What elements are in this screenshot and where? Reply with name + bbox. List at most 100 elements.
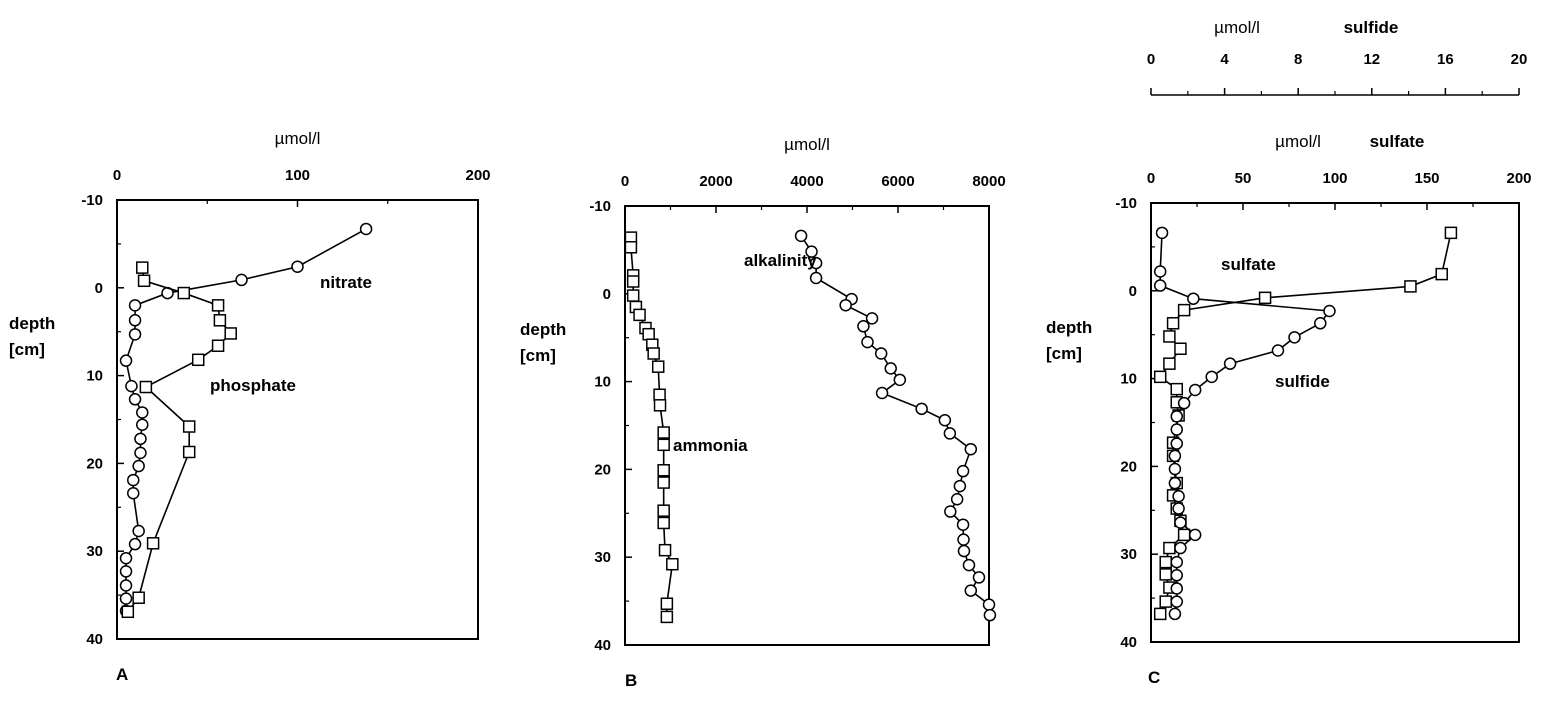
data-point-circle <box>134 446 147 460</box>
panel-label: C <box>1148 668 1160 687</box>
data-point-circle <box>1205 370 1218 384</box>
data-point-circle <box>136 406 149 419</box>
data-point-circle <box>235 273 248 287</box>
secondary-tick-label: 16 <box>1437 51 1454 68</box>
x-tick-label: 8000 <box>972 173 1005 190</box>
data-point-circle <box>1170 595 1184 608</box>
y-axis-label-line: depth <box>520 320 566 339</box>
secondary-tick-label: 12 <box>1363 51 1380 68</box>
data-point-square <box>1166 317 1180 330</box>
data-point-square <box>657 438 670 452</box>
secondary-axis-name: sulfide <box>1344 18 1399 37</box>
data-point-circle <box>794 229 808 243</box>
data-point-circle <box>126 473 140 487</box>
series-label: alkalinity <box>744 251 817 270</box>
data-point-square <box>136 261 149 274</box>
data-point-circle <box>1174 541 1187 555</box>
secondary-x-axis: 0 4 8 12 16 20 µmol/l sulfide <box>1147 18 1527 96</box>
data-point-square <box>1177 303 1191 317</box>
data-point-square <box>1404 280 1417 293</box>
y-tick-label: 0 <box>95 280 103 297</box>
data-point-circle <box>1170 423 1184 436</box>
y-tick-label: -10 <box>1115 195 1137 212</box>
data-point-square <box>224 327 237 340</box>
data-point-square <box>658 543 672 557</box>
data-point-square <box>1153 607 1167 621</box>
data-point-circle <box>956 518 970 531</box>
data-point-circle <box>943 427 957 440</box>
data-point-circle <box>119 579 133 592</box>
data-point-square <box>657 464 670 477</box>
data-point-circle <box>132 524 145 538</box>
data-point-circle <box>1288 331 1301 344</box>
data-point-circle <box>1170 555 1184 569</box>
x-tick-label: 150 <box>1414 170 1439 187</box>
series-line <box>1159 232 1331 615</box>
data-point-circle <box>1168 476 1182 490</box>
data-point-circle <box>119 565 133 578</box>
y-tick-label: 30 <box>594 549 611 566</box>
data-point-square <box>657 476 670 489</box>
data-point-circle <box>1153 265 1167 278</box>
data-point-square <box>1163 330 1176 343</box>
data-point-square <box>1435 267 1448 281</box>
data-point-circle <box>809 271 823 285</box>
data-point-circle <box>805 245 818 258</box>
y-tick-label: 10 <box>594 374 611 391</box>
data-point-square <box>121 605 135 619</box>
plot-frame <box>624 205 990 646</box>
data-point-circle <box>1170 410 1184 423</box>
data-point-circle <box>857 320 870 333</box>
data-point-circle <box>125 379 138 393</box>
data-point-circle <box>957 544 971 558</box>
data-point-circle <box>291 260 304 273</box>
data-point-circle <box>865 312 879 325</box>
data-point-circle <box>119 592 133 605</box>
data-point-square <box>653 399 667 412</box>
data-point-square <box>624 241 638 254</box>
secondary-tick-label: 4 <box>1220 51 1229 68</box>
data-point-square <box>1159 595 1172 608</box>
data-point-square <box>633 308 646 322</box>
data-point-square <box>660 610 674 624</box>
data-point-circle <box>1168 462 1182 476</box>
y-axis-label-line: [cm] <box>520 346 556 365</box>
data-point-circle <box>1172 490 1185 503</box>
data-point-circle <box>134 432 147 446</box>
x-tick-label: 6000 <box>881 173 914 190</box>
data-point-circle <box>1223 357 1237 370</box>
data-point-circle <box>1174 516 1187 529</box>
y-tick-label: 40 <box>1120 634 1137 651</box>
x-axis-label: µmol/l <box>784 135 830 154</box>
series-ammonia: ammonia <box>624 231 748 624</box>
data-point-circle <box>944 505 957 518</box>
data-point-square <box>182 445 196 459</box>
y-tick-label: 10 <box>1120 371 1137 388</box>
series-phosphate: phosphate <box>121 261 296 619</box>
x-axis-name: sulfate <box>1370 132 1425 151</box>
y-tick-label: 40 <box>86 631 103 648</box>
data-point-circle <box>1170 582 1184 595</box>
series-label: nitrate <box>320 273 372 292</box>
x-tick-label: 0 <box>621 173 629 190</box>
y-tick-label: 20 <box>86 455 103 472</box>
data-point-square <box>1163 357 1176 370</box>
panel-label: B <box>625 671 637 690</box>
panel-label: A <box>116 665 128 684</box>
series-sulfide: sulfide <box>1153 226 1336 621</box>
series-label: sulfide <box>1275 372 1330 391</box>
series-sulfate: sulfate <box>1153 226 1458 621</box>
data-point-square <box>137 274 151 288</box>
x-tick-label: 200 <box>1506 170 1531 187</box>
y-tick-label: 40 <box>594 637 611 654</box>
data-point-circle <box>1177 396 1191 410</box>
data-point-circle <box>1168 607 1182 621</box>
data-point-square <box>1170 382 1184 396</box>
y-axis-label-line: depth <box>9 314 55 333</box>
data-point-square <box>642 327 655 341</box>
data-point-square <box>1174 342 1187 355</box>
data-point-circle <box>1155 226 1169 240</box>
data-point-square <box>660 597 674 610</box>
y-tick-label: 10 <box>86 368 103 385</box>
